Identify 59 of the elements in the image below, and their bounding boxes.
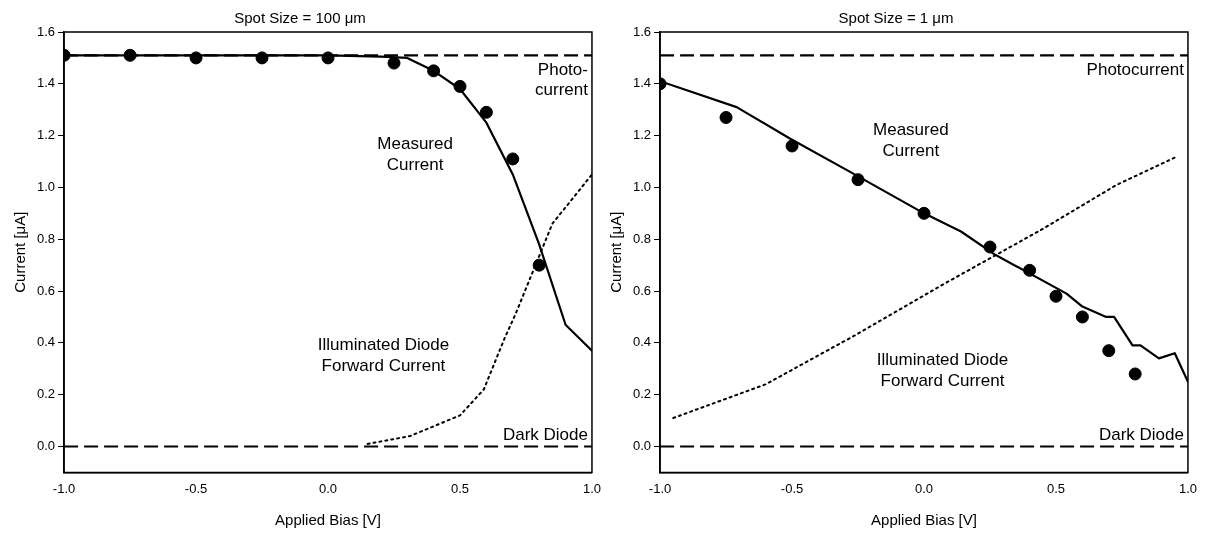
point <box>719 110 733 124</box>
y-tick-label: 0.4 <box>36 334 56 350</box>
x-tick-label: -1.0 <box>52 480 76 496</box>
y-tick-label: 1.4 <box>632 75 652 91</box>
ref-line-label: Dark Diode <box>1098 425 1184 445</box>
ref-line-label: Dark Diode <box>502 425 588 445</box>
y-tick-label: 0.6 <box>36 282 56 298</box>
annotation: Measured Current <box>873 119 949 160</box>
point <box>851 173 865 187</box>
annotation: Illuminated Diode Forward Current <box>317 334 450 375</box>
x-tick-label: 0.0 <box>914 480 934 496</box>
y-tick-label: 1.4 <box>36 75 56 91</box>
point <box>983 240 997 254</box>
point <box>479 105 493 119</box>
y-tick-label: 0.0 <box>632 438 652 454</box>
point <box>1075 310 1089 324</box>
ref-line-label: Photocurrent <box>1086 60 1185 80</box>
point <box>1049 289 1063 303</box>
point <box>387 56 401 70</box>
point <box>453 79 467 93</box>
chart-title: Spot Size = 1 μm <box>838 9 954 27</box>
y-axis-title: Current [μA] <box>607 211 625 293</box>
annotation: Measured Current <box>377 134 453 175</box>
y-tick-label: 0.2 <box>36 386 56 402</box>
x-tick-label: 0.5 <box>450 480 470 496</box>
y-tick-label: 0.8 <box>632 230 652 246</box>
x-tick-label: 0.0 <box>318 480 338 496</box>
y-tick-label: 0.8 <box>36 230 56 246</box>
point <box>255 51 269 65</box>
point <box>532 258 546 272</box>
point <box>785 139 799 153</box>
point <box>1128 367 1142 381</box>
x-tick-label: -0.5 <box>780 480 804 496</box>
y-tick-label: 1.2 <box>36 127 56 143</box>
x-tick-label: -0.5 <box>184 480 208 496</box>
ref-line-label: Photo- current <box>535 60 589 100</box>
y-tick-label: 0.2 <box>632 386 652 402</box>
y-tick-label: 0.6 <box>632 282 652 298</box>
y-tick-label: 1.0 <box>632 179 652 195</box>
y-axis-title: Current [μA] <box>11 211 29 293</box>
point <box>1102 344 1116 358</box>
point <box>1023 263 1037 277</box>
x-tick-label: 1.0 <box>1178 480 1197 496</box>
y-tick-label: 1.2 <box>632 127 652 143</box>
y-tick-label: 1.6 <box>632 23 652 39</box>
x-tick-label: 1.0 <box>582 480 601 496</box>
annotation: Illuminated Diode Forward Current <box>876 350 1009 391</box>
point <box>917 206 931 220</box>
y-tick-label: 0.0 <box>36 438 56 454</box>
point <box>427 64 441 78</box>
x-axis-title: Applied Bias [V] <box>275 511 381 529</box>
chart-title: Spot Size = 100 μm <box>234 9 366 27</box>
y-tick-label: 1.6 <box>36 23 56 39</box>
x-tick-label: 0.5 <box>1046 480 1066 496</box>
y-tick-label: 1.0 <box>36 179 56 195</box>
point <box>506 152 520 166</box>
x-axis-title: Applied Bias [V] <box>871 511 977 529</box>
x-tick-label: -1.0 <box>648 480 672 496</box>
y-tick-label: 0.4 <box>632 334 652 350</box>
